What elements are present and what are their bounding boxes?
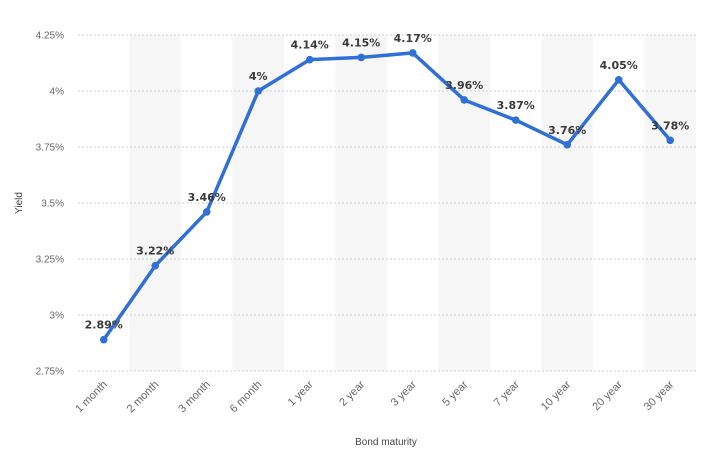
data-point-8 [460,96,469,104]
x-tick-label: 1 year [286,378,316,408]
x-tick-label: 30 year [642,378,677,413]
series-group [99,49,675,344]
data-point-3 [202,208,211,216]
y-tick-label: 3.5% [41,199,64,210]
data-labels: 2.89% 3.22% 3.46% 4% 4.14% 4.15% 4.17% 3.96% 3.8… [85,32,690,332]
data-label-7: 4.17% [394,32,432,45]
y-tick-label: 4% [50,87,65,98]
y-axis-ticks: 2.75% 3% 3.25% 3.5% 3.75% 4% 4.25% [36,31,64,378]
data-label-10: 3.76% [548,124,586,137]
data-point-4 [254,87,263,95]
data-label-5: 4.14% [291,39,329,52]
x-tick-label: 2 month [125,379,162,416]
data-label-9: 3.87% [497,99,535,112]
x-tick-label: 3 year [389,378,419,408]
x-tick-label: 7 year [492,378,522,408]
data-label-2: 3.22% [136,245,174,258]
x-tick-label: 6 month [228,379,265,416]
data-label-12: 3.78% [651,119,689,132]
data-label-6: 4.15% [342,36,380,49]
x-tick-label: 20 year [590,378,625,413]
data-label-1: 2.89% [85,319,123,332]
x-tick-label: 3 month [176,379,213,416]
data-point-11 [614,76,623,84]
data-label-8: 3.96% [445,79,483,92]
data-label-4: 4% [249,70,268,83]
y-tick-label: 4.25% [36,31,64,42]
data-point-7 [408,49,417,57]
data-point-1 [99,335,108,344]
data-point-10 [563,140,572,149]
x-tick-label: 1 month [73,379,110,416]
y-tick-label: 3% [50,311,65,322]
y-tick-label: 3.25% [36,255,64,266]
data-point-9 [511,116,520,124]
x-tick-label: 2 year [337,378,367,408]
data-point-12 [666,136,675,145]
x-axis-ticks: 1 month 2 month 3 month 6 month 1 year 2 year… [73,378,676,415]
y-tick-label: 3.75% [36,143,64,154]
y-axis-title: Yield [14,192,25,214]
y-tick-label: 2.75% [36,367,64,378]
x-tick-label: 10 year [539,378,574,413]
data-point-5 [305,55,314,64]
x-axis-title: Bond maturity [355,437,417,448]
series-line [102,51,672,342]
data-point-6 [357,53,366,62]
data-label-11: 4.05% [600,59,638,72]
data-label-3: 3.46% [188,191,226,204]
x-tick-label: 5 year [440,378,470,408]
grid-lines [78,34,696,372]
data-point-2 [151,261,160,270]
